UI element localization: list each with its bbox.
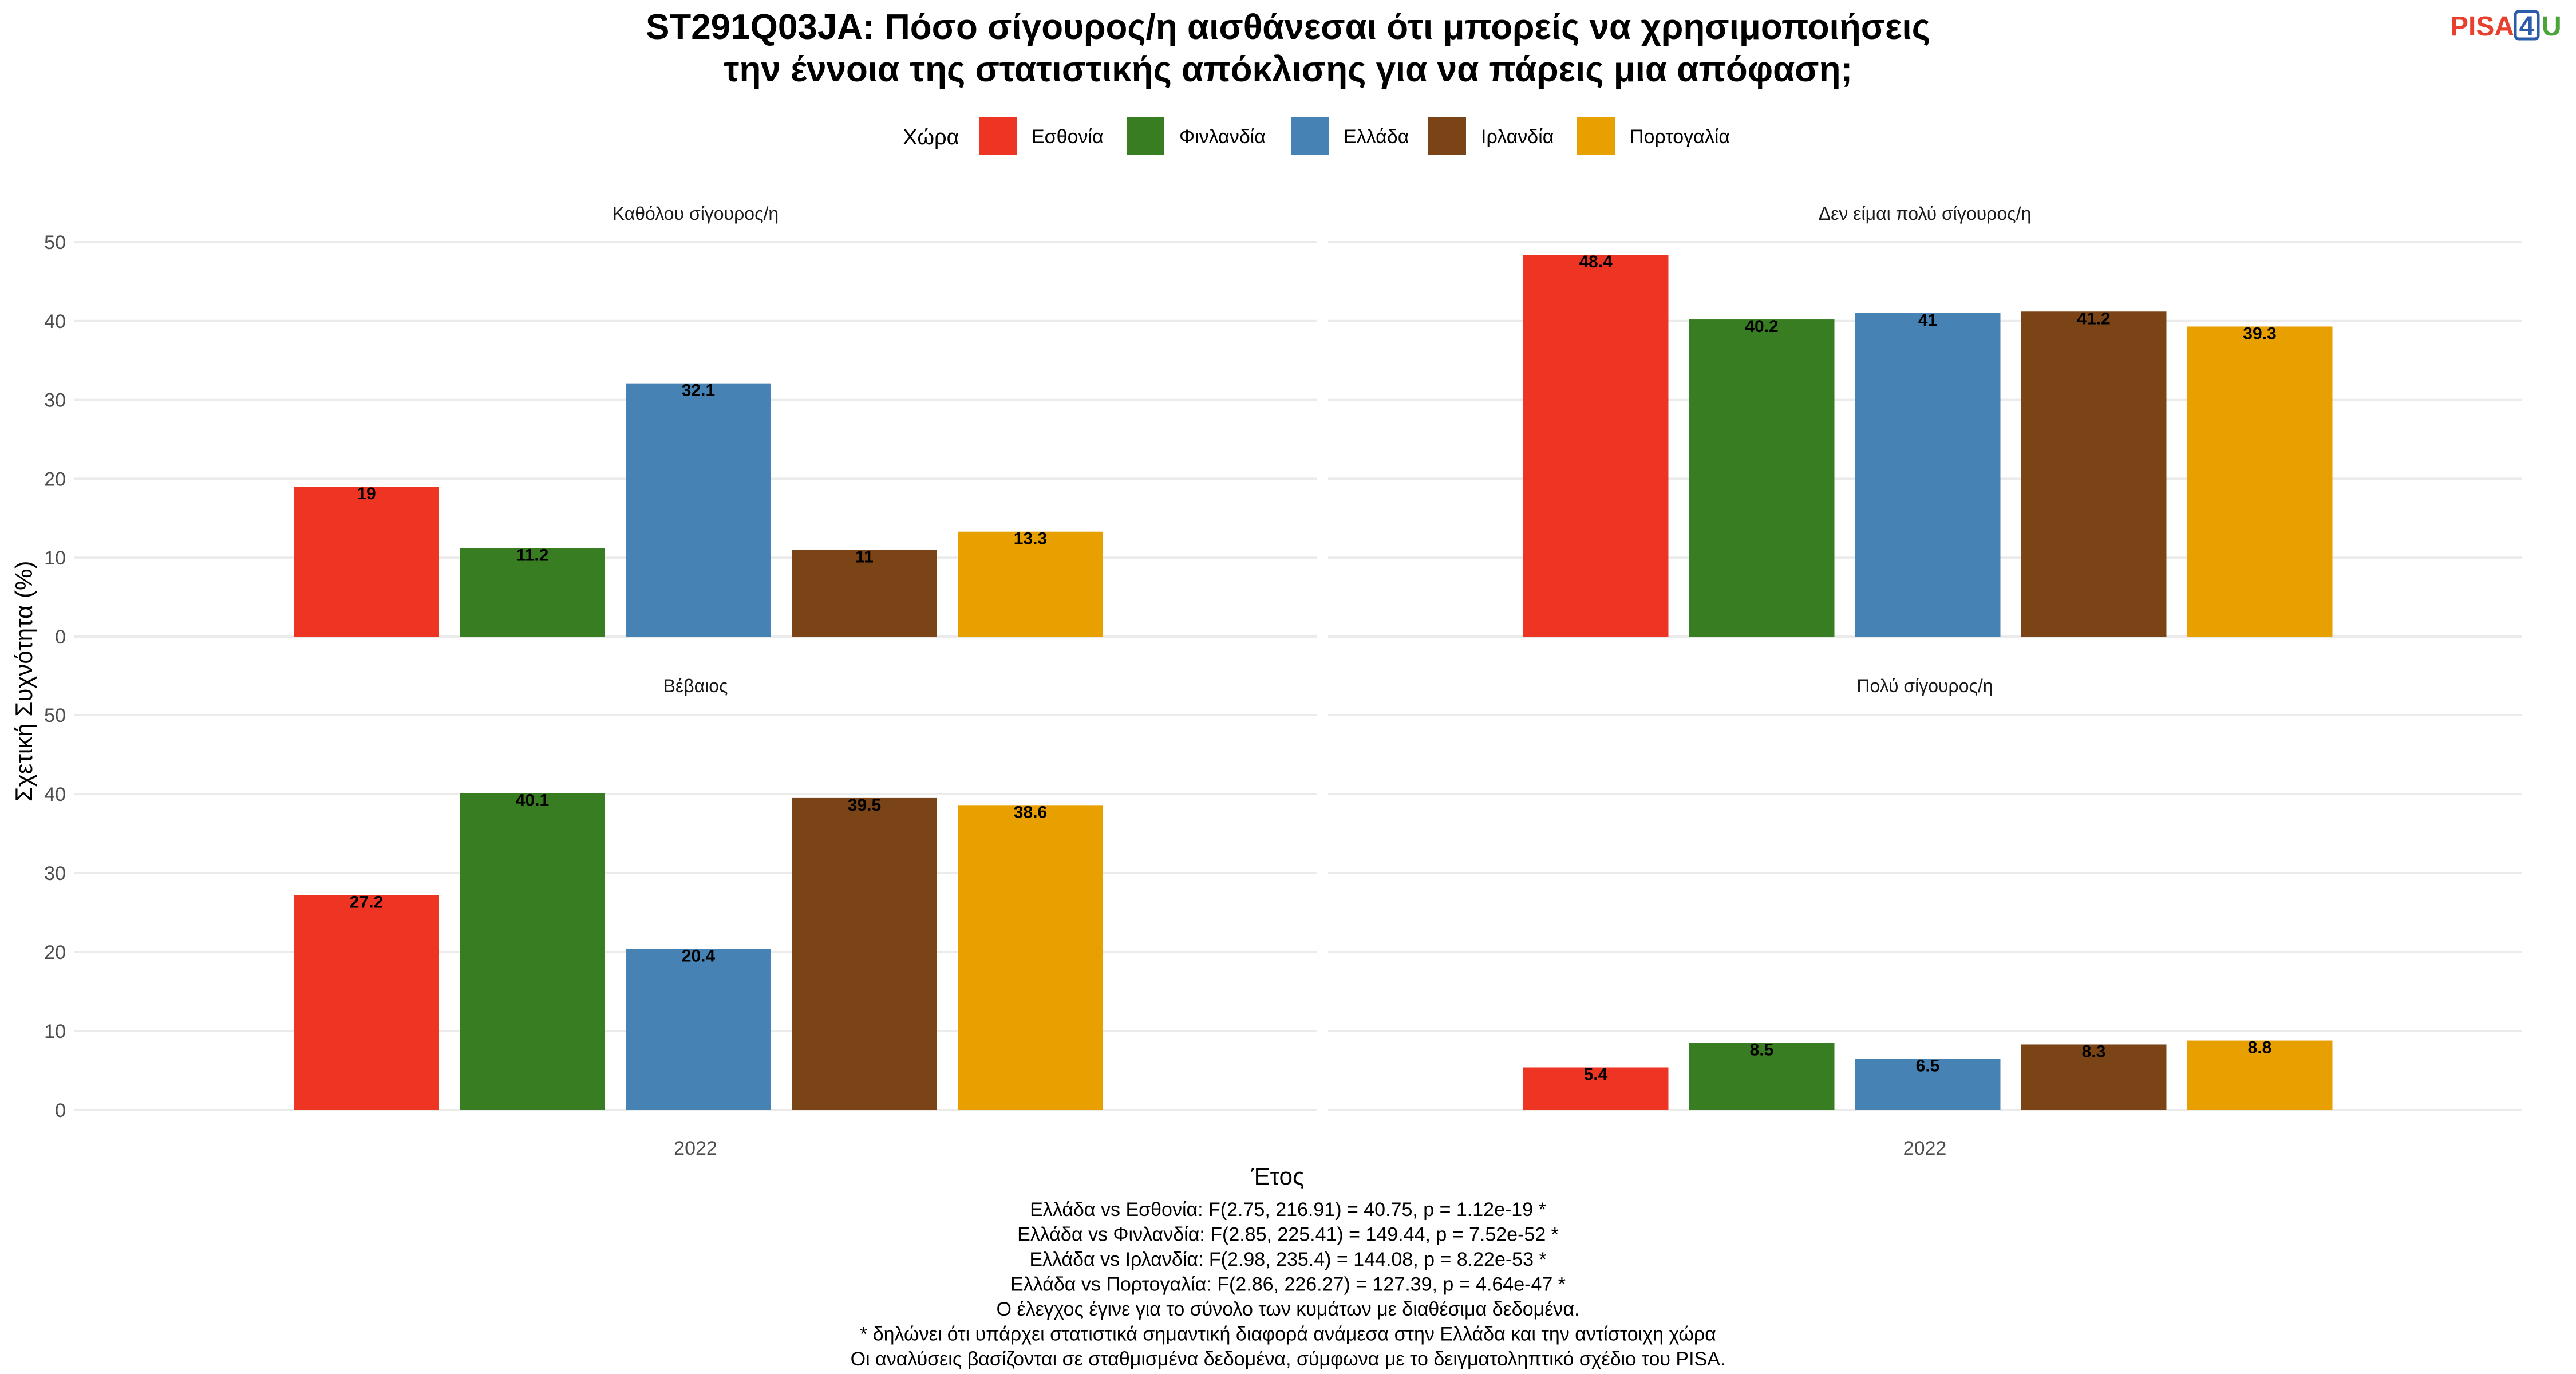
y-tick-label: 30 xyxy=(44,390,66,412)
y-tick-label: 30 xyxy=(44,863,66,885)
bar-value-label: 11.2 xyxy=(516,546,549,565)
bar-value-label: 6.5 xyxy=(1916,1056,1940,1075)
footnote-line: Οι αναλύσεις βασίζονται σε σταθμισμένα δ… xyxy=(851,1348,1726,1370)
bar-value-label: 41 xyxy=(1918,311,1937,330)
facet-title: Πολύ σίγουρος/η xyxy=(1856,676,1993,696)
footnote-line: Ο έλεγχος έγινε για το σύνολο των κυμάτω… xyxy=(997,1298,1580,1320)
bar xyxy=(958,805,1103,1110)
legend-label: Ελλάδα xyxy=(1344,126,1409,148)
logo-text: PISA xyxy=(2450,11,2514,42)
y-tick-label: 20 xyxy=(44,942,66,964)
bar-value-label: 38.6 xyxy=(1014,803,1047,822)
bar-value-label: 8.8 xyxy=(2248,1039,2272,1057)
footnote-line: Ελλάδα vs Φινλανδία: F(2.85, 225.41) = 1… xyxy=(1017,1224,1559,1246)
bar xyxy=(2187,326,2333,637)
legend-swatch xyxy=(1428,117,1466,155)
legend-label: Εσθονία xyxy=(1032,126,1104,148)
bar xyxy=(2021,1044,2167,1110)
bar xyxy=(294,487,439,637)
legend-label: Φινλανδία xyxy=(1179,126,1266,148)
x-tick-label: 2022 xyxy=(674,1138,717,1159)
bar xyxy=(460,793,605,1110)
legend-label: Ιρλανδία xyxy=(1481,126,1554,148)
y-tick-label: 40 xyxy=(44,784,66,806)
y-tick-label: 10 xyxy=(44,547,66,569)
facet-panels: 0 10 20 30 40 50 Καθόλου σίγουρος/η 19 11.2 32.1 1… xyxy=(44,203,2522,1159)
bar xyxy=(1855,1059,2001,1110)
legend-swatch xyxy=(1577,117,1615,155)
bar-value-label: 40.1 xyxy=(516,791,549,810)
bar-value-label: 27.2 xyxy=(350,893,383,912)
bar xyxy=(1523,255,1669,637)
bar-value-label: 41.2 xyxy=(2077,309,2110,328)
bar-value-label: 39.3 xyxy=(2243,324,2276,343)
legend: Χώρα Εσθονία Φινλανδία Ελλάδα Ιρλανδία Πορτογ… xyxy=(903,117,1730,155)
footnote-line: Ελλάδα vs Εσθονία: F(2.75, 216.91) = 40.… xyxy=(1030,1199,1546,1221)
facet-title: Καθόλου σίγουρος/η xyxy=(613,203,779,224)
footnote-line: Ελλάδα vs Ιρλανδία: F(2.98, 235.4) = 144… xyxy=(1029,1249,1546,1270)
y-tick-label: 40 xyxy=(44,311,66,333)
bar xyxy=(1855,313,2001,637)
facet-title: Δεν είμαι πολύ σίγουρος/η xyxy=(1819,203,2032,224)
bar-value-label: 8.5 xyxy=(1750,1041,1774,1060)
bar xyxy=(1523,1067,1669,1110)
bar xyxy=(294,895,439,1110)
y-tick-label: 50 xyxy=(44,232,66,254)
bar xyxy=(626,383,771,637)
facet-panel: 0 10 20 30 40 50 Καθόλου σίγουρος/η 19 11.2 32.1 1… xyxy=(44,203,1317,648)
bar-value-label: 48.4 xyxy=(1579,252,1613,271)
bar xyxy=(460,548,605,637)
y-axis-title: Σχετική Συχνότητα (%) xyxy=(10,561,37,802)
logo-letter: U xyxy=(2542,11,2562,42)
bar-value-label: 11 xyxy=(855,547,874,566)
bar-value-label: 20.4 xyxy=(682,946,716,965)
facet-title: Βέβαιος xyxy=(663,676,728,696)
bar xyxy=(792,550,937,637)
facet-panel: 0 10 20 30 40 50 Βέβαιος 27.2 40.1 20.4 39.5 38.6 20… xyxy=(44,676,1317,1159)
y-tick-label: 20 xyxy=(44,468,66,490)
footnote-line: Ελλάδα vs Πορτογαλία: F(2.86, 226.27) = … xyxy=(1010,1274,1566,1296)
logo-digit: 4 xyxy=(2519,11,2535,42)
chart-title: ST291Q03JA: Πόσο σίγουρος/η αισθάνεσαι ό… xyxy=(646,7,1930,89)
bar-value-label: 13.3 xyxy=(1014,530,1047,548)
bar xyxy=(1689,1043,1835,1110)
bar-value-label: 19 xyxy=(357,484,376,503)
pisa4u-logo: PISA xyxy=(2450,11,2514,42)
bar-value-label: 5.4 xyxy=(1584,1065,1608,1084)
x-tick-label: 2022 xyxy=(1903,1138,1947,1159)
bar xyxy=(626,949,771,1110)
bar-value-label: 32.1 xyxy=(682,381,715,400)
legend-swatch xyxy=(1127,117,1164,155)
legend-swatch xyxy=(1291,117,1329,155)
bar xyxy=(792,797,937,1110)
x-axis-title: Έτος xyxy=(1251,1163,1305,1190)
legend-title: Χώρα xyxy=(903,125,959,149)
bar-value-label: 40.2 xyxy=(1745,317,1778,336)
legend-swatch xyxy=(979,117,1017,155)
bar xyxy=(2021,311,2167,637)
y-tick-label: 50 xyxy=(44,705,66,727)
y-tick-label: 10 xyxy=(44,1021,66,1043)
facet-panel: Δεν είμαι πολύ σίγουρος/η 48.4 40.2 41 41.2 3… xyxy=(1328,203,2522,638)
legend-label: Πορτογαλία xyxy=(1630,126,1730,148)
y-tick-label: 0 xyxy=(55,626,66,648)
footnote-line: * δηλώνει ότι υπάρχει στατιστικά σημαντι… xyxy=(860,1324,1716,1345)
bar-value-label: 39.5 xyxy=(848,796,881,815)
bar xyxy=(2187,1040,2333,1110)
logo-digit-box xyxy=(2514,10,2540,41)
bar xyxy=(1689,319,1835,637)
footnotes: Ελλάδα vs Εσθονία: F(2.75, 216.91) = 40.… xyxy=(851,1199,1726,1370)
title-line-1: ST291Q03JA: Πόσο σίγουρος/η αισθάνεσαι ό… xyxy=(646,7,1930,47)
bar-value-label: 8.3 xyxy=(2082,1042,2106,1061)
y-tick-label: 0 xyxy=(55,1100,66,1122)
bar xyxy=(958,531,1103,637)
title-line-2: την έννοια της στατιστικής απόκλισης για… xyxy=(724,50,1852,89)
facet-panel: Πολύ σίγουρος/η 5.4 8.5 6.5 8.3 8.8 2022 xyxy=(1328,676,2522,1159)
